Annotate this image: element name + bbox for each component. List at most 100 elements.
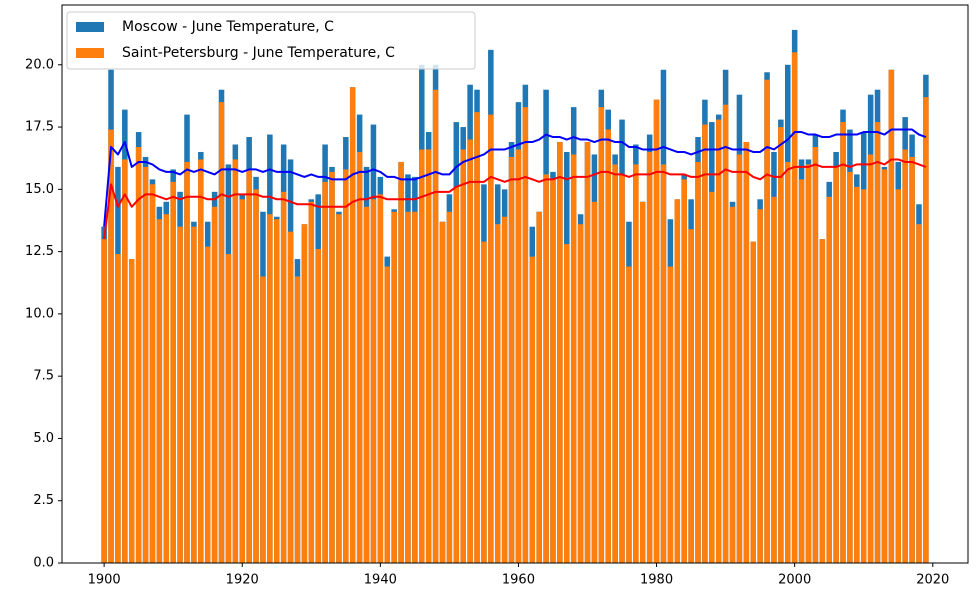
x-tick-label: 1920 <box>226 573 259 588</box>
bar <box>819 239 826 564</box>
bar <box>653 99 660 564</box>
bar <box>211 206 218 563</box>
bar <box>854 186 860 564</box>
x-tick-label: 1960 <box>502 573 535 588</box>
bar <box>729 206 736 563</box>
bar <box>605 129 611 563</box>
bar <box>847 171 853 563</box>
bar <box>370 199 377 563</box>
bar <box>280 191 287 563</box>
bar <box>639 201 646 563</box>
bar <box>646 151 653 564</box>
bar <box>529 256 536 563</box>
bar <box>135 146 142 563</box>
bar <box>267 214 273 563</box>
bar <box>128 259 135 563</box>
bar <box>432 89 439 564</box>
bar <box>287 231 294 563</box>
bar <box>626 266 632 563</box>
bar <box>688 229 694 564</box>
bar <box>467 139 473 563</box>
x-tick-label: 1940 <box>364 573 397 588</box>
bar <box>771 196 777 563</box>
bar <box>667 266 674 563</box>
y-tick-label: 5.0 <box>33 431 54 446</box>
bar <box>439 221 446 564</box>
bar <box>294 276 301 563</box>
bar <box>785 161 791 563</box>
bar <box>494 224 501 563</box>
bar <box>315 249 321 563</box>
bar <box>170 181 176 563</box>
bar <box>425 149 432 563</box>
bar <box>715 119 722 563</box>
x-tick-label: 1980 <box>640 573 673 588</box>
bar <box>812 146 819 563</box>
bar <box>184 161 190 563</box>
bar <box>557 142 563 564</box>
legend-label: Saint-Petersburg - June Temperature, C <box>122 45 395 61</box>
bar <box>874 122 881 564</box>
bar <box>191 226 197 563</box>
bar <box>570 154 577 563</box>
bar <box>902 149 908 563</box>
bar <box>343 169 349 564</box>
bar <box>916 224 922 563</box>
bar <box>356 151 363 564</box>
bar <box>619 174 625 563</box>
bar <box>308 201 315 563</box>
bar <box>108 129 114 563</box>
bar <box>543 174 549 563</box>
bar <box>805 164 812 563</box>
bar <box>329 171 335 563</box>
bar <box>750 241 757 563</box>
bar <box>508 156 515 563</box>
bar <box>826 196 832 563</box>
bar <box>232 159 239 564</box>
bar <box>198 159 204 564</box>
bar <box>550 179 556 563</box>
bar <box>564 244 570 563</box>
legend-swatch <box>76 22 104 32</box>
bar <box>204 246 211 564</box>
bar <box>791 52 798 564</box>
bar <box>156 219 163 563</box>
bar <box>177 226 183 563</box>
bar <box>515 149 522 563</box>
plot-frame <box>61 4 969 564</box>
bar <box>881 169 888 564</box>
bar <box>149 184 156 563</box>
y-tick-label: 7.5 <box>33 369 54 384</box>
y-tick-label: 15.0 <box>25 182 54 197</box>
bar <box>660 164 667 563</box>
legend: Moscow - June Temperature, C Saint-Peters… <box>66 11 476 70</box>
bar <box>246 169 252 564</box>
bar <box>391 211 397 564</box>
bar <box>474 112 480 563</box>
bar <box>577 224 584 563</box>
y-tick-label: 17.5 <box>25 120 54 135</box>
bar <box>798 179 805 563</box>
x-tick-label: 2020 <box>916 573 949 588</box>
bar <box>598 107 605 564</box>
bar <box>322 181 328 563</box>
bar <box>522 107 529 564</box>
legend-swatch <box>76 48 104 58</box>
bar <box>743 142 750 564</box>
x-tick-label: 1900 <box>88 573 121 588</box>
bar <box>363 206 370 563</box>
x-tick-label: 2000 <box>778 573 811 588</box>
bar <box>488 114 494 563</box>
y-tick-label: 20.0 <box>25 57 54 72</box>
bar <box>923 97 929 563</box>
bar <box>122 159 128 564</box>
bar <box>757 209 763 563</box>
bar <box>702 124 708 564</box>
bar <box>301 224 308 563</box>
bar <box>736 154 743 563</box>
bar <box>115 254 121 563</box>
bar <box>695 161 701 563</box>
bar <box>591 201 598 563</box>
bar <box>225 254 232 563</box>
